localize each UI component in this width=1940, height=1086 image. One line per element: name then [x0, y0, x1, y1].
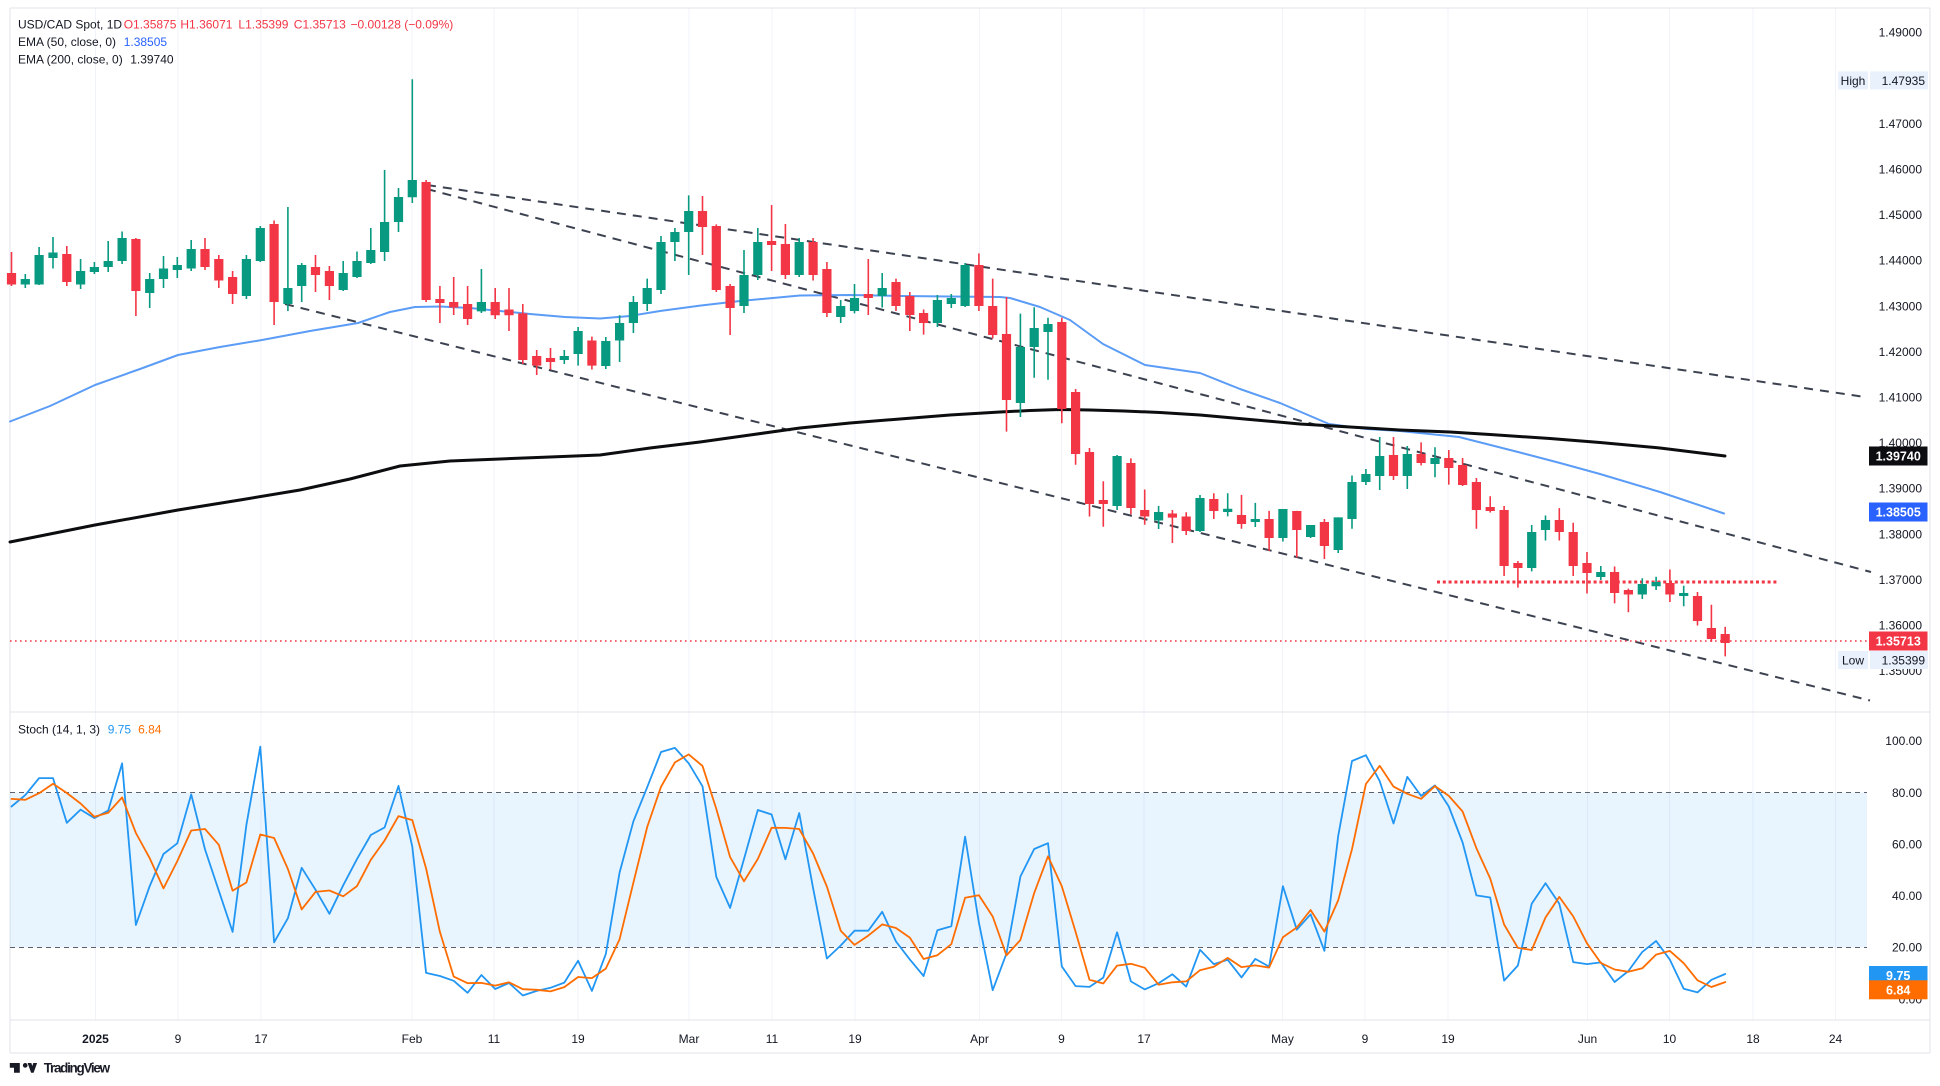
- svg-text:11: 11: [488, 1032, 501, 1046]
- svg-text:Low: Low: [1842, 654, 1864, 668]
- svg-text:100.00: 100.00: [1885, 734, 1922, 748]
- svg-text:9.75: 9.75: [1886, 969, 1910, 983]
- svg-text:9: 9: [1362, 1032, 1369, 1046]
- svg-text:19: 19: [1441, 1032, 1455, 1046]
- svg-text:11: 11: [766, 1032, 779, 1046]
- svg-text:1.39000: 1.39000: [1879, 482, 1923, 496]
- svg-text:1.46000: 1.46000: [1879, 162, 1923, 176]
- svg-text:6.84: 6.84: [138, 723, 162, 737]
- svg-text:1.49000: 1.49000: [1879, 26, 1923, 40]
- svg-text:L1.35399: L1.35399: [238, 18, 288, 32]
- svg-text:1.43000: 1.43000: [1879, 299, 1923, 313]
- svg-text:1.44000: 1.44000: [1879, 254, 1923, 268]
- svg-text:40.00: 40.00: [1892, 889, 1922, 903]
- svg-text:EMA (50, close, 0): EMA (50, close, 0): [18, 35, 116, 49]
- svg-text:6.84: 6.84: [1886, 983, 1910, 997]
- svg-text:Feb: Feb: [402, 1032, 423, 1046]
- svg-text:O1.35875: O1.35875: [124, 18, 177, 32]
- svg-text:Jun: Jun: [1578, 1032, 1597, 1046]
- svg-text:Mar: Mar: [679, 1032, 700, 1046]
- svg-text:20.00: 20.00: [1892, 941, 1922, 955]
- svg-text:C1.35713: C1.35713: [294, 18, 346, 32]
- svg-text:24: 24: [1829, 1032, 1843, 1046]
- svg-text:H1.36071: H1.36071: [180, 18, 232, 32]
- svg-text:Stoch (14, 1, 3): Stoch (14, 1, 3): [18, 723, 100, 737]
- svg-text:1.38505: 1.38505: [124, 35, 168, 49]
- svg-text:1.37000: 1.37000: [1879, 573, 1923, 587]
- svg-text:1.42000: 1.42000: [1879, 345, 1923, 359]
- svg-text:High: High: [1841, 74, 1866, 88]
- svg-text:May: May: [1271, 1032, 1294, 1046]
- svg-text:1.38505: 1.38505: [1876, 506, 1921, 520]
- svg-text:1.35713: 1.35713: [1876, 635, 1921, 649]
- svg-text:17: 17: [1137, 1032, 1151, 1046]
- svg-text:18: 18: [1746, 1032, 1760, 1046]
- svg-text:1.47000: 1.47000: [1879, 117, 1923, 131]
- svg-text:1.39740: 1.39740: [1876, 450, 1921, 464]
- svg-text:19: 19: [848, 1032, 862, 1046]
- svg-text:1.38000: 1.38000: [1879, 527, 1923, 541]
- svg-text:Apr: Apr: [970, 1032, 989, 1046]
- svg-text:1.39740: 1.39740: [130, 53, 174, 67]
- svg-text:TradingView: TradingView: [44, 1061, 111, 1076]
- svg-text:17: 17: [254, 1032, 268, 1046]
- svg-text:1.36000: 1.36000: [1879, 619, 1923, 633]
- svg-text:60.00: 60.00: [1892, 837, 1922, 851]
- svg-text:19: 19: [571, 1032, 585, 1046]
- svg-text:2025: 2025: [82, 1032, 109, 1046]
- svg-text:9: 9: [1058, 1032, 1065, 1046]
- svg-text:−0.00128 (−0.09%): −0.00128 (−0.09%): [351, 18, 454, 32]
- svg-text:9.75: 9.75: [108, 723, 132, 737]
- svg-text:10: 10: [1663, 1032, 1677, 1046]
- svg-text:EMA (200, close, 0): EMA (200, close, 0): [18, 53, 123, 67]
- svg-text:1.35399: 1.35399: [1882, 654, 1926, 668]
- svg-text:80.00: 80.00: [1892, 786, 1922, 800]
- svg-text:1.45000: 1.45000: [1879, 208, 1923, 222]
- svg-text:9: 9: [175, 1032, 182, 1046]
- svg-text:USD/CAD Spot, 1D: USD/CAD Spot, 1D: [18, 18, 122, 32]
- svg-text:1.47935: 1.47935: [1882, 74, 1926, 88]
- svg-text:1.41000: 1.41000: [1879, 391, 1923, 405]
